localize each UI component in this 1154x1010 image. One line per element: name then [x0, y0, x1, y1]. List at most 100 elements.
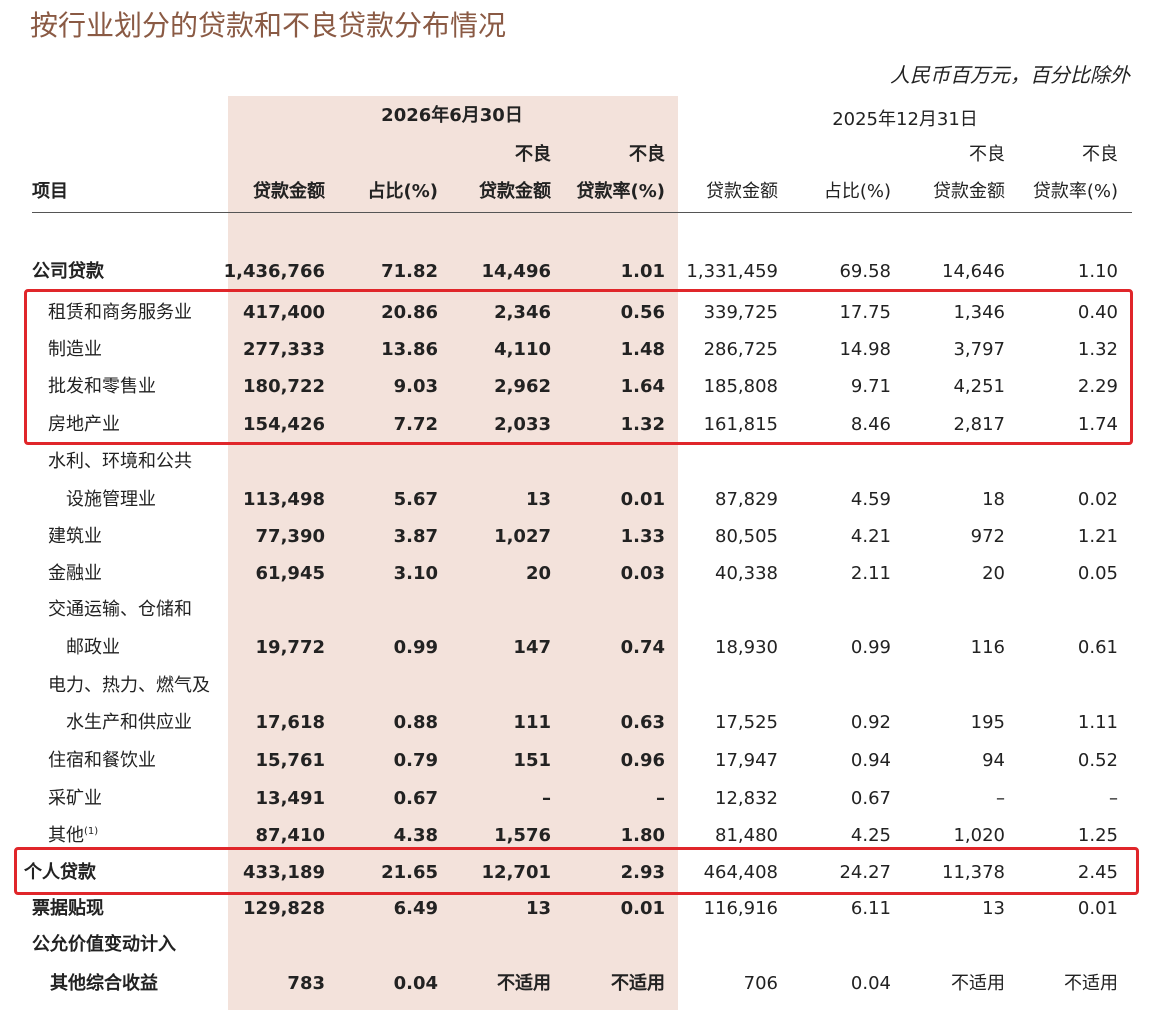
cell: – — [542, 788, 551, 809]
title: 按行业划分的贷款和不良贷款分布情况 — [30, 9, 507, 42]
cell: 0.40 — [1077, 302, 1118, 323]
cell: 6.11 — [850, 898, 891, 919]
cell: 0.52 — [1077, 750, 1118, 771]
cell: 116 — [970, 637, 1005, 658]
cell: 0.61 — [1077, 637, 1118, 658]
cell: 12,832 — [715, 788, 778, 809]
row-label: 交通运输、仓储和 — [48, 599, 192, 620]
cell: 0.63 — [620, 712, 665, 733]
column-header: 占比(%) — [367, 181, 439, 202]
row-label: 其他综合收益 — [50, 973, 158, 994]
cell: – — [1109, 788, 1118, 809]
column-header-top: 不良 — [969, 144, 1005, 165]
cell: 6.49 — [393, 898, 438, 919]
cell: 1.32 — [1077, 339, 1118, 360]
cell: 4.25 — [850, 825, 891, 846]
column-header: 贷款金额 — [706, 181, 778, 202]
cell: 0.01 — [620, 489, 665, 510]
cell: 17.75 — [839, 302, 891, 323]
cell: 2.11 — [850, 563, 891, 584]
row-label: 租赁和商务服务业 — [48, 302, 192, 323]
cell: 111 — [513, 712, 551, 733]
column-header-top: 不良 — [629, 144, 665, 165]
column-header-top: 不良 — [1082, 144, 1118, 165]
cell: 2,346 — [494, 302, 551, 323]
cell: 81,480 — [715, 825, 778, 846]
row-label: 住宿和餐饮业 — [48, 750, 156, 771]
cell: 21.65 — [381, 862, 438, 883]
column-header: 贷款率(%) — [1032, 181, 1118, 202]
cell: 1,027 — [494, 526, 551, 547]
column-header-top: 不良 — [515, 144, 551, 165]
cell: 9.03 — [393, 376, 438, 397]
cell: 1.48 — [620, 339, 665, 360]
cell: 1.32 — [620, 414, 665, 435]
cell: 1,436,766 — [223, 261, 325, 282]
cell: 9.71 — [850, 376, 891, 397]
cell: 180,722 — [243, 376, 325, 397]
cell: 277,333 — [243, 339, 325, 360]
period-shade — [228, 96, 678, 1010]
row-label: 采矿业 — [48, 788, 102, 809]
cell: 4,110 — [494, 339, 551, 360]
cell: 20.86 — [381, 302, 438, 323]
cell: 5.67 — [393, 489, 438, 510]
cell: 195 — [970, 712, 1005, 733]
cell: 1.64 — [620, 376, 665, 397]
row-label: 公司贷款 — [32, 261, 104, 282]
cell: 0.67 — [850, 788, 891, 809]
cell: 1.25 — [1077, 825, 1118, 846]
cell: 1,020 — [953, 825, 1005, 846]
cell: 13,491 — [255, 788, 325, 809]
cell: 87,829 — [715, 489, 778, 510]
cell: 18 — [982, 489, 1005, 510]
cell: 20 — [525, 563, 551, 584]
cell: 14,646 — [942, 261, 1005, 282]
cell: 0.99 — [393, 637, 438, 658]
cell: 11,378 — [942, 862, 1005, 883]
cell: 0.92 — [850, 712, 891, 733]
cell: 2.45 — [1077, 862, 1118, 883]
cell: 80,505 — [715, 526, 778, 547]
cell: 12,701 — [481, 862, 551, 883]
cell: 706 — [743, 973, 778, 994]
cell: 4.38 — [393, 825, 438, 846]
unit-note: 人民币百万元，百分比除外 — [890, 63, 1130, 87]
cell: 3,797 — [953, 339, 1005, 360]
item-header: 项目 — [32, 181, 68, 202]
cell: 不适用 — [497, 973, 551, 994]
row-label: 水生产和供应业 — [66, 712, 192, 733]
cell: – — [996, 788, 1005, 809]
cell: 1.74 — [1077, 414, 1118, 435]
row-label: 公允价值变动计入 — [32, 934, 176, 955]
cell: 0.79 — [393, 750, 438, 771]
row-label: 邮政业 — [66, 637, 120, 658]
cell: 464,408 — [703, 862, 778, 883]
row-label: 其他(1) — [48, 825, 99, 846]
cell: 113,498 — [243, 489, 325, 510]
cell: 4.21 — [850, 526, 891, 547]
period-header: 2025年12月31日 — [832, 109, 978, 130]
cell: 2.29 — [1077, 376, 1118, 397]
cell: 1.01 — [620, 261, 665, 282]
cell: 0.67 — [393, 788, 438, 809]
cell: 1.80 — [620, 825, 665, 846]
cell: 8.46 — [850, 414, 891, 435]
cell: 4.59 — [850, 489, 891, 510]
cell: 1.10 — [1077, 261, 1118, 282]
cell: 185,808 — [703, 376, 778, 397]
cell: 783 — [287, 973, 325, 994]
cell: 不适用 — [611, 973, 665, 994]
cell: 1,331,459 — [686, 261, 778, 282]
cell: 13 — [982, 898, 1005, 919]
header-rule — [32, 212, 1132, 213]
cell: 1,576 — [494, 825, 551, 846]
cell: 87,410 — [255, 825, 325, 846]
cell: 14,496 — [481, 261, 551, 282]
cell: 0.05 — [1077, 563, 1118, 584]
cell: 0.99 — [850, 637, 891, 658]
cell: 7.72 — [393, 414, 438, 435]
row-label: 个人贷款 — [24, 862, 96, 883]
cell: 20 — [982, 563, 1005, 584]
row-label: 设施管理业 — [66, 489, 156, 510]
